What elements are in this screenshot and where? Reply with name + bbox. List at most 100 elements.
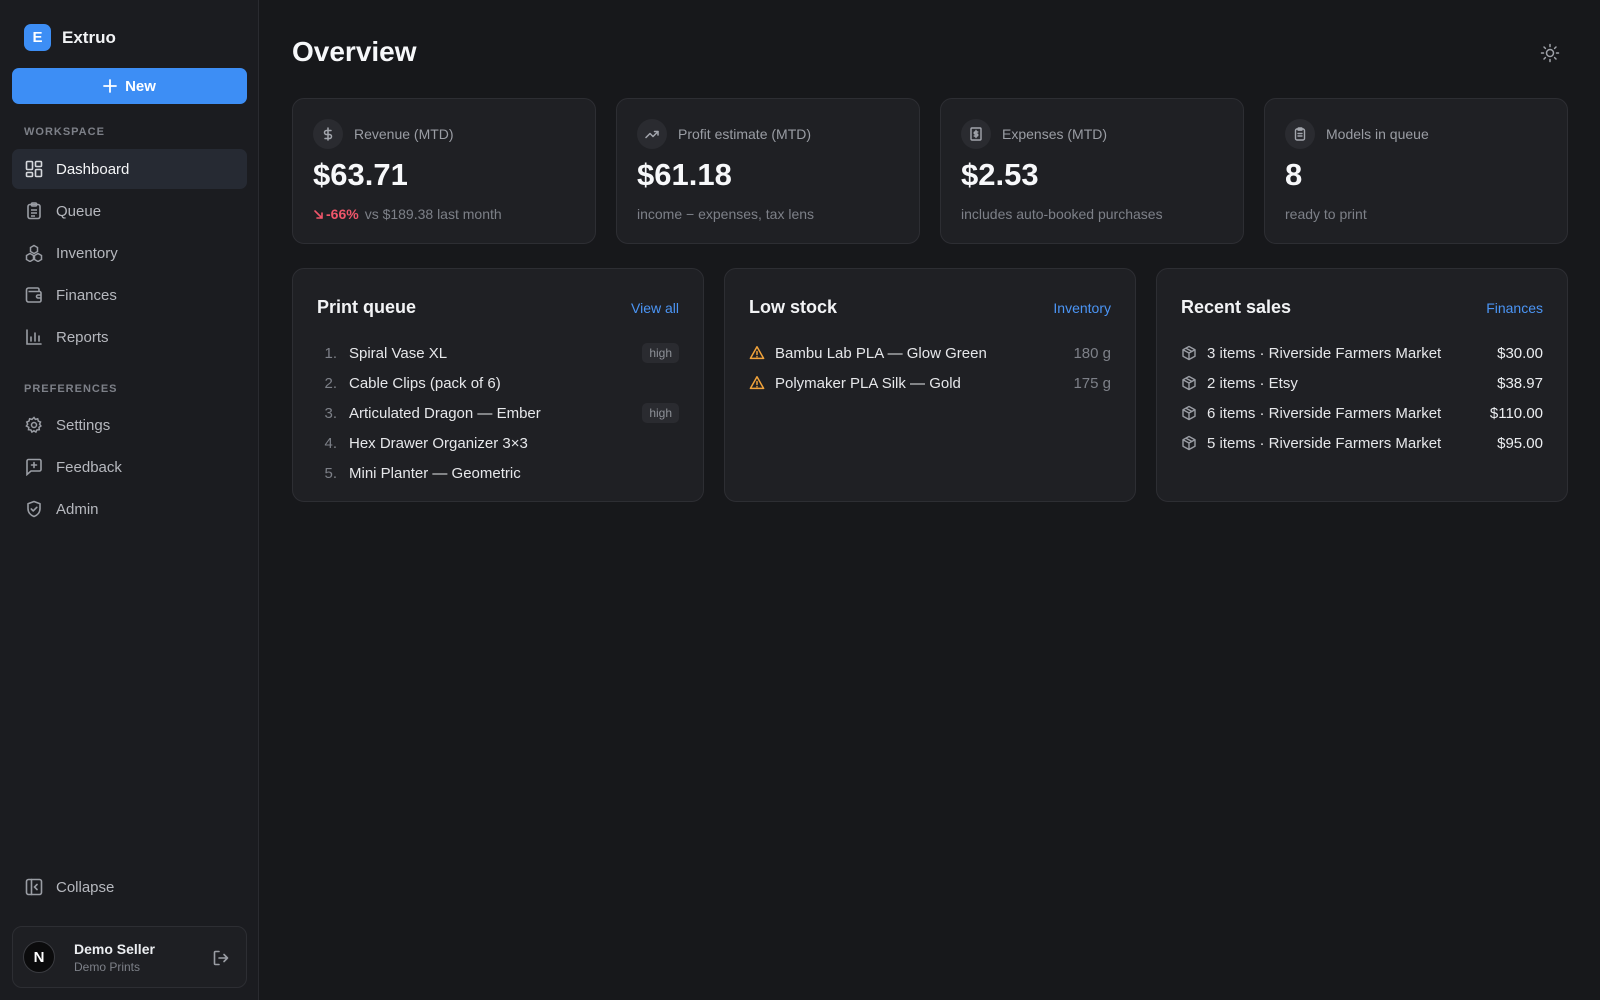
material-name: Polymaker PLA Silk — Gold (775, 374, 961, 392)
queue-item-name: Mini Planter — Geometric (349, 464, 521, 482)
new-button-label: New (125, 77, 156, 95)
gear-icon (25, 416, 42, 434)
collapse-label: Collapse (56, 878, 115, 896)
view-all-link[interactable]: View all (631, 300, 679, 316)
low-stock-item[interactable]: Bambu Lab PLA — Glow Green 180 g (749, 338, 1111, 368)
stat-sub: -66% vs $189.38 last month (313, 206, 502, 222)
plus-icon (103, 79, 117, 93)
clipboard-icon (1285, 119, 1315, 149)
priority-badge: high (642, 343, 679, 363)
trending-up-icon (637, 119, 667, 149)
sidebar-item-label: Inventory (56, 244, 118, 262)
queue-item-number: 3. (324, 404, 337, 422)
material-name: Bambu Lab PLA — Glow Green (775, 344, 987, 362)
sidebar-item-admin[interactable]: Admin (12, 489, 247, 529)
queue-item[interactable]: 4. Hex Drawer Organizer 3×3 (317, 428, 679, 458)
arrow-down-right-icon (314, 209, 323, 219)
clipboard-icon (27, 202, 41, 220)
finances-link[interactable]: Finances (1486, 300, 1543, 316)
sidebar-item-feedback[interactable]: Feedback (12, 447, 247, 487)
new-button[interactable]: New (12, 68, 247, 104)
stat-card-expenses: Expenses (MTD) $2.53 includes auto-booke… (940, 98, 1244, 244)
sale-item[interactable]: 3 items · Riverside Farmers Market $30.0… (1181, 338, 1543, 368)
queue-item[interactable]: 2. Cable Clips (pack of 6) (317, 368, 679, 398)
sun-icon[interactable] (1540, 43, 1560, 63)
queue-item-number: 2. (324, 374, 337, 392)
stat-value: $63.71 (313, 157, 408, 192)
queue-item[interactable]: 5. Mini Planter — Geometric (317, 458, 679, 488)
brand-name: Extruo (62, 27, 116, 47)
stat-label: Profit estimate (MTD) (678, 126, 812, 142)
stat-card-revenue: Revenue (MTD) $63.71 -66% vs $189.38 las… (292, 98, 596, 244)
boxes-icon (25, 244, 43, 262)
sidebar: E Extruo New WORKSPACE Dashboard Queue I… (0, 0, 259, 1000)
collapse-button[interactable]: Collapse (12, 867, 247, 907)
sidebar-item-reports[interactable]: Reports (12, 317, 247, 357)
brand[interactable]: E Extruo (24, 24, 116, 51)
sidebar-item-label: Admin (56, 500, 99, 518)
user-name: Demo Seller (74, 940, 155, 957)
sale-item[interactable]: 5 items · Riverside Farmers Market $95.0… (1181, 428, 1543, 458)
queue-item[interactable]: 1. Spiral Vase XL high (317, 338, 679, 368)
sidebar-item-dashboard[interactable]: Dashboard (12, 149, 247, 189)
sale-description: 2 items · Etsy (1207, 374, 1298, 392)
wallet-icon (25, 287, 42, 303)
sale-description: 3 items · Riverside Farmers Market (1207, 344, 1442, 362)
brand-logo: E (24, 24, 51, 51)
queue-item-number: 5. (324, 464, 337, 482)
queue-item-name: Hex Drawer Organizer 3×3 (349, 434, 528, 452)
stat-label: Models in queue (1326, 126, 1429, 142)
user-info: Demo Seller Demo Prints (74, 941, 155, 974)
material-amount: 175 g (1073, 374, 1111, 392)
sidebar-item-inventory[interactable]: Inventory (12, 233, 247, 273)
page-title: Overview (292, 36, 417, 67)
sale-item[interactable]: 6 items · Riverside Farmers Market $110.… (1181, 398, 1543, 428)
stat-sub-text: vs $189.38 last month (364, 206, 502, 222)
print-queue-panel: Print queue View all 1. Spiral Vase XL h… (292, 268, 704, 502)
package-icon (1182, 405, 1196, 421)
sale-amount: $38.97 (1497, 374, 1543, 392)
sidebar-item-settings[interactable]: Settings (12, 405, 247, 445)
warning-icon (749, 346, 765, 360)
queue-item-number: 4. (324, 434, 337, 452)
sale-amount: $95.00 (1497, 434, 1543, 452)
sidebar-item-label: Reports (56, 328, 109, 346)
low-stock-panel: Low stock Inventory Bambu Lab PLA — Glow… (724, 268, 1136, 502)
sidebar-collapse-icon (25, 878, 43, 896)
dollar-icon (313, 119, 343, 149)
user-org: Demo Prints (74, 959, 141, 974)
dashboard-icon (25, 160, 43, 178)
sale-item[interactable]: 2 items · Etsy $38.97 (1181, 368, 1543, 398)
inventory-link[interactable]: Inventory (1053, 300, 1111, 316)
priority-badge: high (642, 403, 679, 423)
stat-value: $2.53 (961, 157, 1039, 192)
sale-description: 6 items · Riverside Farmers Market (1207, 404, 1442, 422)
low-stock-item[interactable]: Polymaker PLA Silk — Gold 175 g (749, 368, 1111, 398)
delta-value: -66% (326, 206, 359, 222)
sidebar-item-finances[interactable]: Finances (12, 275, 247, 315)
panel-title: Recent sales (1181, 297, 1292, 317)
sidebar-item-label: Dashboard (56, 160, 130, 178)
feedback-icon (26, 458, 42, 476)
stat-sub-text: includes auto-booked purchases (961, 206, 1163, 222)
preferences-section-label: PREFERENCES (24, 383, 118, 395)
stat-card-profit: Profit estimate (MTD) $61.18 income − ex… (616, 98, 920, 244)
sidebar-item-queue[interactable]: Queue (12, 191, 247, 231)
stat-label: Revenue (MTD) (354, 126, 454, 142)
receipt-icon (961, 119, 991, 149)
stat-value: 8 (1285, 157, 1303, 192)
user-card[interactable]: N Demo Seller Demo Prints (12, 926, 247, 988)
package-icon (1182, 345, 1196, 361)
avatar: N (23, 941, 55, 973)
package-icon (1182, 375, 1196, 391)
logout-icon[interactable] (212, 949, 230, 967)
queue-item[interactable]: 3. Articulated Dragon — Ember high (317, 398, 679, 428)
queue-item-number: 1. (324, 344, 337, 362)
warning-icon (749, 376, 765, 390)
panel-title: Print queue (317, 297, 417, 317)
delta-badge: -66% (313, 206, 359, 222)
stat-label: Expenses (MTD) (1002, 126, 1108, 142)
stat-card-models-queue: Models in queue 8 ready to print (1264, 98, 1568, 244)
sale-amount: $110.00 (1489, 404, 1543, 422)
sidebar-item-label: Queue (56, 202, 102, 220)
